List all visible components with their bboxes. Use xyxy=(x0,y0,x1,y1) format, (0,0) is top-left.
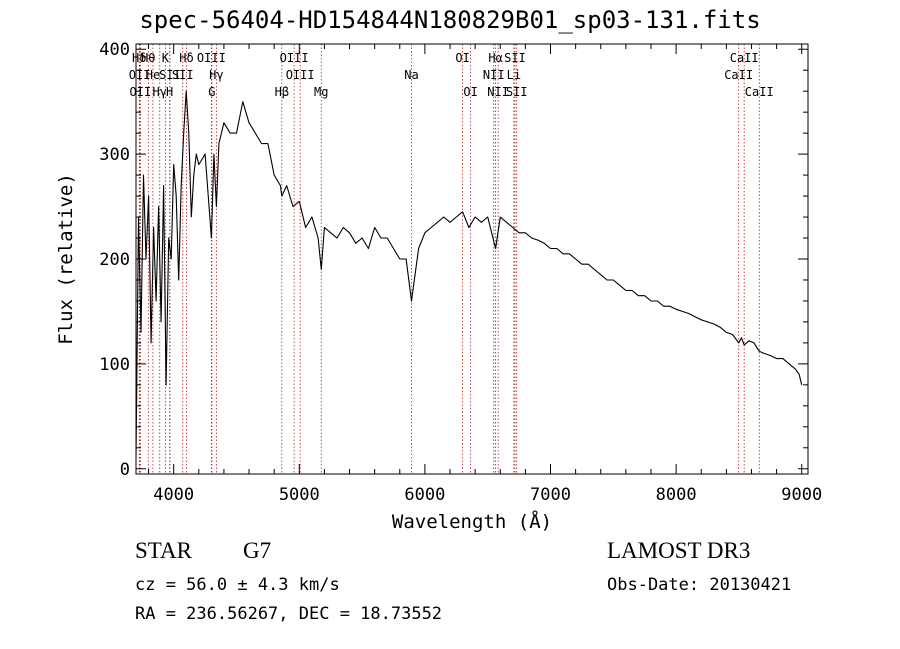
line-marker-label: Hγ xyxy=(209,68,223,82)
spectral-subclass: G7 xyxy=(243,538,272,563)
line-marker-label: OIII xyxy=(280,51,309,65)
series-line-spectrum xyxy=(135,90,803,459)
y-tick-label: 0 xyxy=(120,460,130,480)
line-markers: HδOIIOIIHθHeHγKSIIHHδSIIOIIIHγGHβOIIIOII… xyxy=(129,44,774,474)
line-marker-label: Li xyxy=(507,68,521,82)
redshift-velocity: cz = 56.0 ± 4.3 km/s xyxy=(135,575,340,595)
line-marker-label: Hα xyxy=(488,51,502,65)
survey-name: LAMOST DR3 xyxy=(607,538,751,563)
line-marker-label: K xyxy=(162,51,170,65)
line-marker-label: OIII xyxy=(286,68,315,82)
x-tick-label: 6000 xyxy=(404,485,445,505)
line-marker-label: He xyxy=(146,68,160,82)
line-marker-label: NII xyxy=(487,85,509,99)
y-tick-label: 100 xyxy=(99,355,130,375)
object-type: STAR xyxy=(135,538,192,563)
line-marker-label: NII xyxy=(483,68,505,82)
y-axis-label: Flux (relative) xyxy=(55,173,77,345)
line-marker-label: Hβ xyxy=(275,85,289,99)
y-tick-label: 400 xyxy=(99,40,130,60)
line-marker-label: SII xyxy=(159,68,181,82)
line-marker-label: OI xyxy=(463,85,477,99)
x-tick-label: 4000 xyxy=(153,485,194,505)
line-marker-label: H xyxy=(166,85,173,99)
line-marker-label: OI xyxy=(455,51,469,65)
plot-frame xyxy=(135,43,809,475)
x-axis-label: Wavelength (Å) xyxy=(392,510,552,533)
observation-date: Obs-Date: 20130421 xyxy=(607,575,792,595)
axis-ticks: 4000 5000 6000 7000 8000 9000 0 100 200 300 400 xyxy=(99,40,822,505)
line-marker-label: CaII xyxy=(745,85,774,99)
x-tick-label: 7000 xyxy=(530,485,571,505)
line-marker-label: OIII xyxy=(197,51,226,65)
coordinates: RA = 236.56267, DEC = 18.73552 xyxy=(135,604,443,624)
line-marker-label: OII xyxy=(130,85,152,99)
line-marker-label: Hθ xyxy=(141,51,155,65)
line-marker-label: G xyxy=(208,85,215,99)
y-tick-label: 200 xyxy=(99,250,130,270)
line-marker-label: Mg xyxy=(314,85,328,99)
x-tick-label: 9000 xyxy=(781,485,822,505)
y-tick-label: 300 xyxy=(99,145,130,165)
line-marker-label: Hδ xyxy=(179,51,193,65)
line-marker-label: SII xyxy=(504,51,526,65)
line-marker-label: SII xyxy=(172,68,194,82)
line-marker-label: SII xyxy=(506,85,528,99)
x-tick-label: 8000 xyxy=(656,485,697,505)
line-marker-label: CaII xyxy=(724,68,753,82)
line-marker-label: CaII xyxy=(730,51,759,65)
x-tick-label: 5000 xyxy=(279,485,320,505)
chart-title: spec-56404-HD154844N180829B01_sp03-131.f… xyxy=(139,6,761,34)
line-marker-label: Na xyxy=(404,68,418,82)
line-marker-label: Hγ xyxy=(153,85,167,99)
line-marker-label: OII xyxy=(129,68,151,82)
